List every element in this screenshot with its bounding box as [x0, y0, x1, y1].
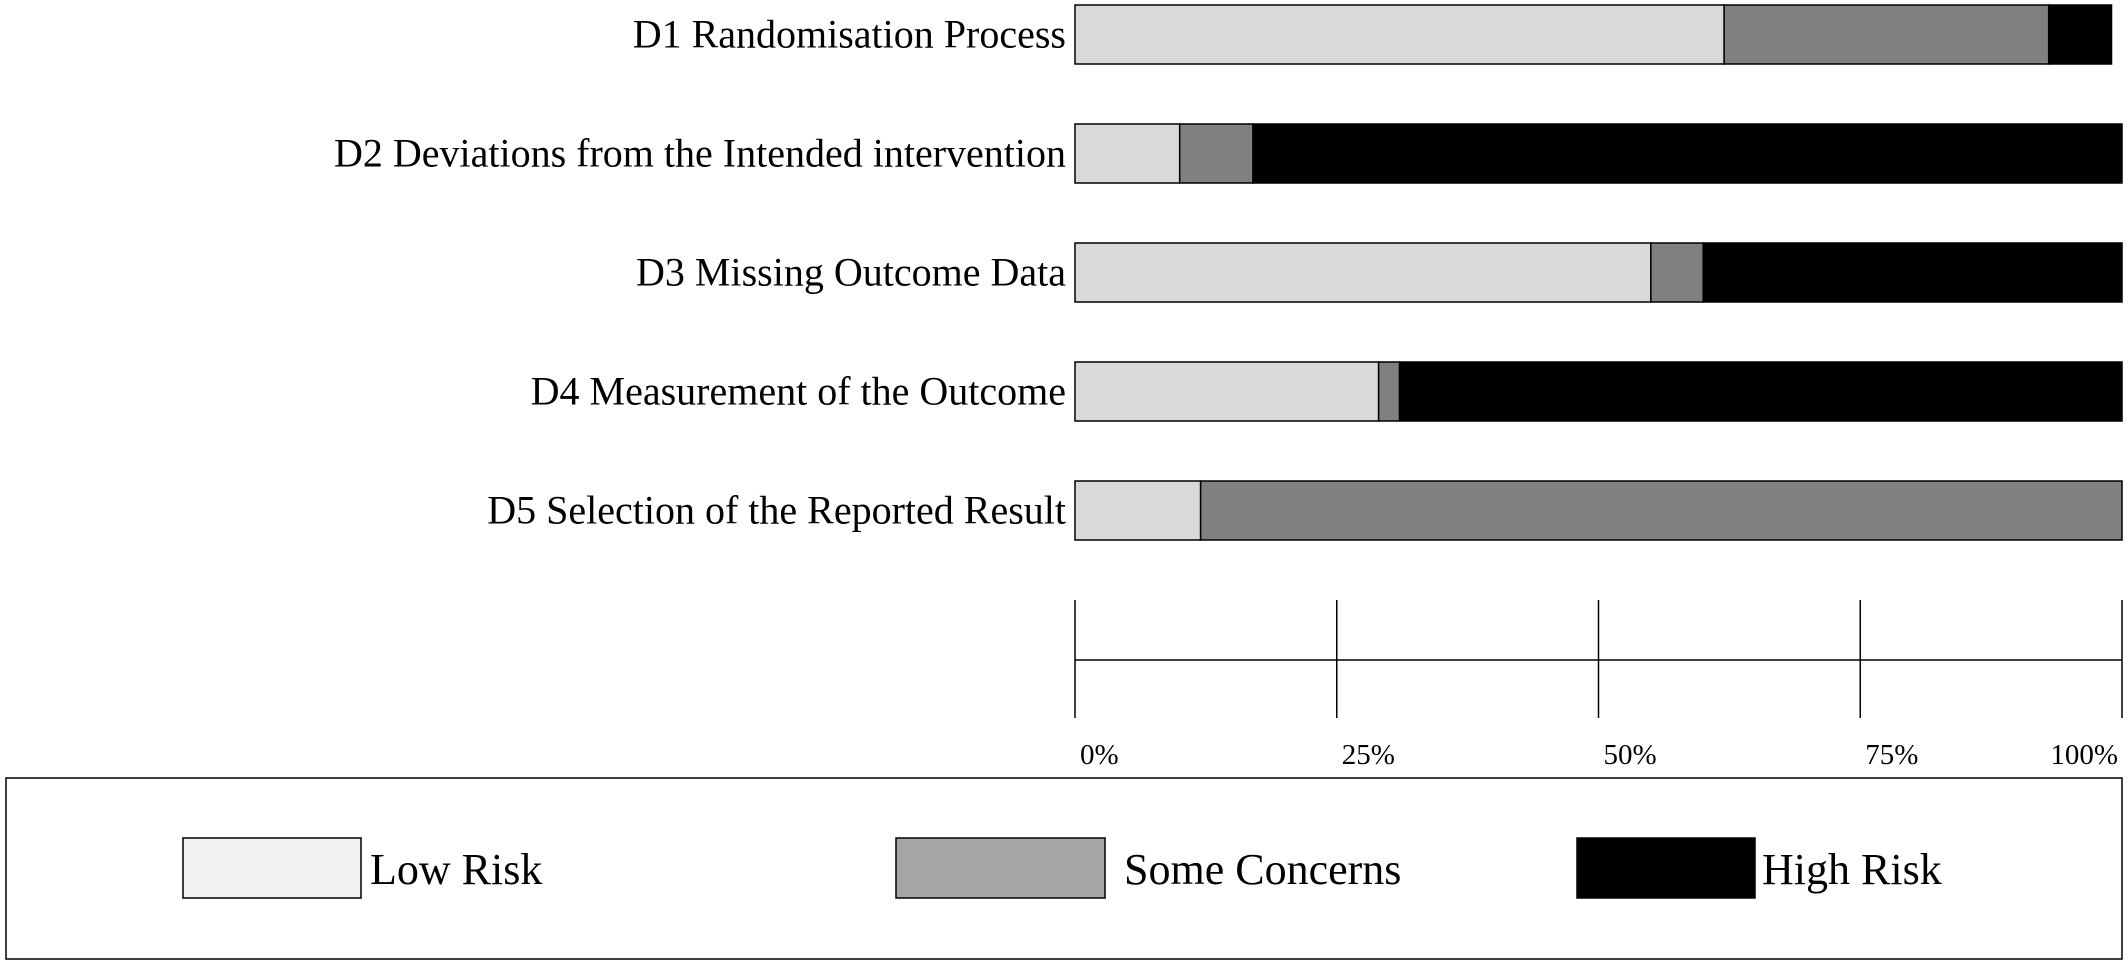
category-label: D3 Missing Outcome Data	[636, 250, 1066, 295]
bar-segment-some-concerns	[1650, 242, 1704, 303]
legend-label: Low Risk	[370, 845, 542, 894]
category-label: D5 Selection of the Reported Result	[487, 488, 1066, 533]
x-tick-label: 0%	[1080, 739, 1119, 771]
legend-box	[5, 777, 2123, 960]
category-label: D2 Deviations from the Intended interven…	[334, 131, 1066, 176]
bar-segment-high-risk	[2047, 4, 2113, 65]
bar-segment-some-concerns	[1178, 123, 1254, 184]
bar-segment-some-concerns	[1377, 361, 1401, 422]
legend-swatch	[895, 837, 1106, 899]
bar-segment-high-risk	[1398, 361, 2123, 422]
bar-row	[1074, 480, 2123, 541]
category-labels: D1 Randomisation Process D2 Deviations fr…	[334, 12, 1066, 533]
legend-label: High Risk	[1762, 845, 1942, 894]
category-label: D1 Randomisation Process	[633, 12, 1066, 57]
legend: Low Risk Some Concerns High Risk	[5, 777, 2123, 960]
x-tick-label: 75%	[1865, 739, 1918, 771]
bar-segment-some-concerns	[1199, 480, 2123, 541]
legend-item: Some Concerns	[895, 837, 1401, 899]
legend-item: Low Risk	[182, 837, 542, 899]
category-label: D4 Measurement of the Outcome	[531, 369, 1066, 414]
bar-row	[1074, 123, 2123, 184]
bar-segment-high-risk	[1702, 242, 2123, 303]
bar-segment-low-risk	[1074, 480, 1202, 541]
bar-row	[1074, 4, 2113, 65]
x-axis: 0% 25% 50% 75% 100%	[1074, 600, 2123, 771]
bar-segment-low-risk	[1074, 242, 1652, 303]
bar-segment-low-risk	[1074, 4, 1725, 65]
bars-layer	[1074, 4, 2123, 541]
x-tick-label: 50%	[1604, 739, 1657, 771]
bar-segment-low-risk	[1074, 361, 1380, 422]
bar-segment-low-risk	[1074, 123, 1181, 184]
x-tick-label: 25%	[1342, 739, 1395, 771]
bar-row	[1074, 242, 2123, 303]
legend-label: Some Concerns	[1124, 845, 1401, 894]
legend-item: High Risk	[1576, 837, 1942, 899]
legend-swatch	[1576, 837, 1756, 899]
legend-swatch	[182, 837, 362, 899]
x-tick-label: 100%	[2050, 739, 2118, 771]
bar-row	[1074, 361, 2123, 422]
bar-segment-high-risk	[1252, 123, 2123, 184]
bar-segment-some-concerns	[1723, 4, 2050, 65]
